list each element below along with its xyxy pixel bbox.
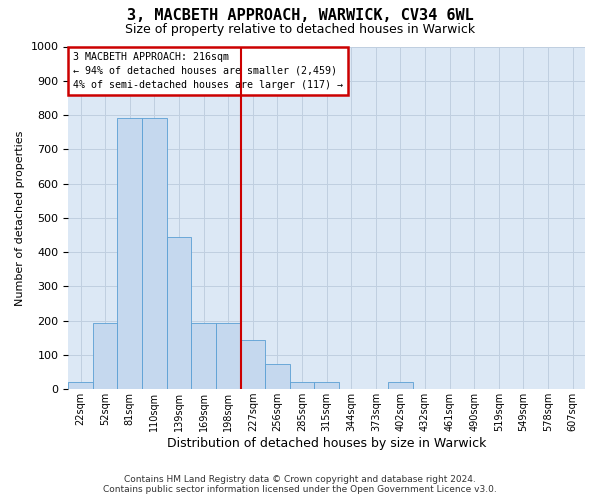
Text: Size of property relative to detached houses in Warwick: Size of property relative to detached ho… (125, 22, 475, 36)
Bar (142, 118, 167, 389)
Bar (93, 323, 118, 389)
Bar (216, 323, 241, 389)
Bar (118, 118, 142, 389)
Text: 3 MACBETH APPROACH: 216sqm
← 94% of detached houses are smaller (2,459)
4% of se: 3 MACBETH APPROACH: 216sqm ← 94% of deta… (73, 52, 343, 90)
Bar (167, 238, 191, 389)
Bar (241, 340, 265, 389)
Text: Contains HM Land Registry data © Crown copyright and database right 2024.: Contains HM Land Registry data © Crown c… (124, 475, 476, 484)
Bar (314, 382, 339, 389)
Text: Contains public sector information licensed under the Open Government Licence v3: Contains public sector information licen… (103, 485, 497, 494)
Bar (290, 382, 314, 389)
Text: 3, MACBETH APPROACH, WARWICK, CV34 6WL: 3, MACBETH APPROACH, WARWICK, CV34 6WL (127, 8, 473, 22)
X-axis label: Distribution of detached houses by size in Warwick: Distribution of detached houses by size … (167, 437, 487, 450)
Bar (191, 323, 216, 389)
Bar (68, 382, 93, 389)
Bar (265, 364, 290, 389)
Y-axis label: Number of detached properties: Number of detached properties (15, 130, 25, 306)
Bar (388, 382, 413, 389)
